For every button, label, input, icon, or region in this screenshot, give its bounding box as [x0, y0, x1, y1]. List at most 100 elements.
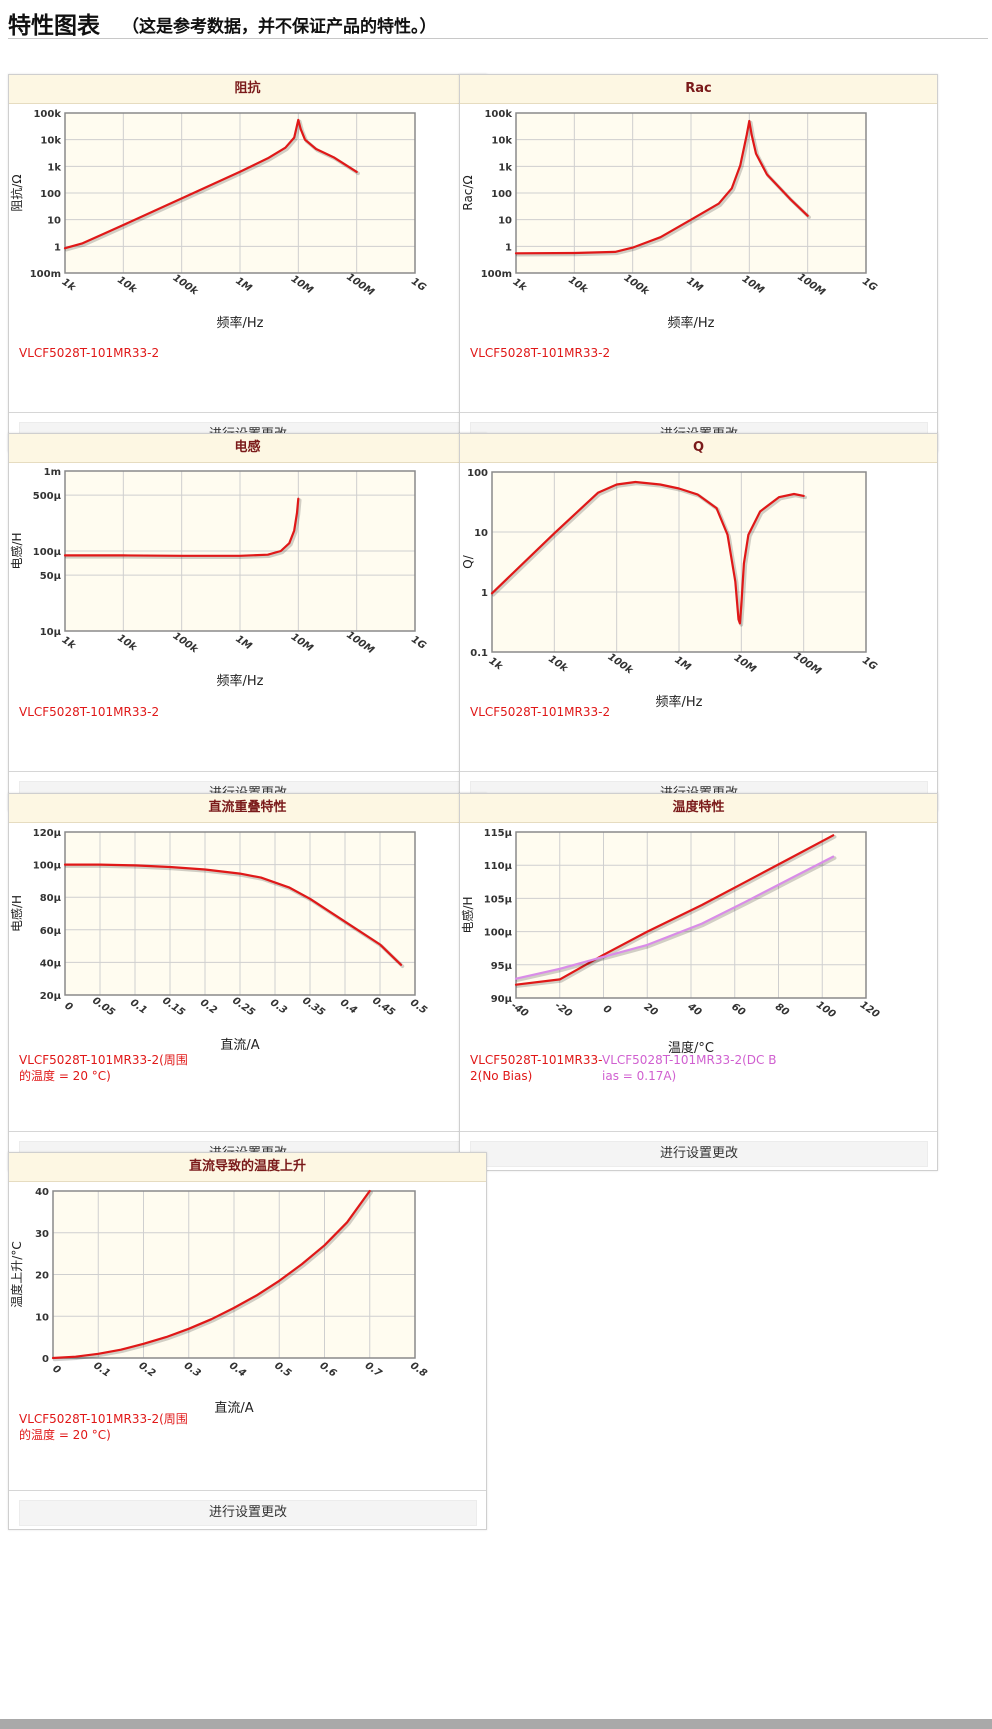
y-tick-label: 100 — [491, 189, 512, 200]
x-tick-label: 1M — [684, 276, 704, 295]
y-tick-label: 10k — [491, 136, 512, 147]
chart-title: 阻抗 — [9, 75, 486, 104]
y-axis-label: Q/ — [461, 554, 475, 568]
chart-svg-temp_rise: 0 0.1 0.2 0.3 0.4 0.5 0.6 0.7 0.8 0 10 20 30 40 直流/A 温度… — [9, 1187, 429, 1416]
x-tick-label: 1G — [860, 655, 879, 673]
chart-panel-inductance: 电感 1k 10k 100k 1M 10M 100M 1G 10µ 50µ 100µ 500µ 1m 频率… — [8, 433, 487, 811]
x-tick-label: 1M — [672, 655, 692, 674]
plot-frame — [64, 831, 416, 996]
y-axis-label: 电感/H — [9, 895, 24, 932]
x-tick-label: 0.3 — [268, 997, 289, 1016]
x-tick-label: 0.1 — [91, 1360, 112, 1379]
y-tick-label: 100k — [484, 109, 512, 120]
plot-frame — [515, 112, 867, 274]
chart-svg-rac: 1k 10k 100k 1M 10M 100M 1G 100m 1 10 100 1k 10k 100k 频… — [461, 109, 879, 331]
x-tick-label: 1M — [233, 634, 253, 653]
y-tick-label: 10 — [498, 216, 512, 227]
panel-separator — [460, 1131, 937, 1132]
x-tick-label: 100k — [606, 652, 636, 678]
y-tick-label: 1k — [498, 162, 512, 173]
x-tick-label: 100M — [344, 630, 376, 657]
y-tick-label: 20 — [35, 1271, 49, 1282]
x-tick-label: 10M — [289, 632, 315, 655]
series-line-0 — [490, 480, 805, 625]
x-tick-label: 100 — [814, 999, 837, 1020]
series-line-0 — [63, 118, 358, 250]
legend-entry: VLCF5028T-101MR33- 2(No Bias) — [470, 1053, 603, 1083]
x-tick-label: -40 — [509, 1000, 530, 1019]
y-tick-label: 40 — [35, 1187, 49, 1198]
y-tick-label: 40µ — [40, 958, 62, 969]
plot-frame — [491, 471, 867, 653]
y-tick-label: 100µ — [33, 547, 62, 558]
x-tick-label: 120 — [858, 999, 881, 1020]
y-tick-label: 1m — [44, 467, 61, 478]
page-subtitle: （这是参考数据，并不保证产品的特性。） — [122, 17, 437, 37]
y-tick-label: 1 — [481, 588, 488, 599]
plot-frame — [64, 112, 416, 274]
x-tick-label: 0.1 — [128, 997, 149, 1016]
chart-svg-dc_bias: 0 0.05 0.1 0.15 0.2 0.25 0.3 0.35 0.4 0.45 0.5 20µ 4… — [9, 828, 429, 1053]
x-tick-label: 40 — [685, 1001, 704, 1019]
y-axis-label: 阻抗/Ω — [9, 174, 24, 211]
x-tick-label: 10M — [732, 653, 758, 676]
x-axis-label: 频率/Hz — [656, 694, 703, 710]
x-tick-label: 0.5 — [408, 997, 429, 1016]
y-tick-label: 110µ — [484, 861, 513, 872]
x-tick-label: 0 — [50, 1363, 62, 1376]
x-axis-label: 直流/A — [214, 1401, 253, 1416]
series-line-0 — [514, 119, 809, 255]
y-tick-label: 10µ — [40, 627, 62, 638]
x-tick-label: 0.4 — [227, 1360, 248, 1379]
x-tick-label: 1k — [60, 277, 79, 295]
x-tick-label: 0 — [62, 1000, 74, 1013]
series-shadow — [52, 1190, 373, 1362]
legend-entry: VLCF5028T-101MR33-2 — [470, 705, 611, 719]
series-line-0 — [51, 1189, 371, 1360]
y-tick-label: 100m — [30, 269, 61, 280]
page-header: 特性图表 （这是参考数据，并不保证产品的特性。） — [8, 6, 988, 39]
x-tick-label: 0.25 — [230, 995, 257, 1018]
x-tick-label: 1k — [487, 656, 506, 674]
y-tick-label: 1 — [54, 242, 61, 253]
change-settings-button[interactable]: 进行设置更改 — [19, 1500, 477, 1526]
y-tick-label: 10k — [40, 136, 61, 147]
x-tick-label: 100M — [791, 651, 823, 678]
y-tick-label: 100µ — [33, 861, 62, 872]
x-tick-label: 1k — [60, 635, 79, 653]
x-tick-label: 1M — [233, 276, 253, 295]
legend-entry: VLCF5028T-101MR33-2 — [19, 705, 160, 719]
y-tick-label: 500µ — [33, 491, 62, 502]
x-axis-label: 频率/Hz — [217, 673, 264, 689]
x-tick-label: 20 — [642, 1001, 660, 1018]
chart-panel-q: Q 1k 10k 100k 1M 10M 100M 1G 0.1 1 10 100 频率/Hz Q/VLC… — [459, 433, 938, 811]
x-tick-label: 0.3 — [182, 1360, 203, 1379]
x-tick-label: 10k — [115, 275, 139, 297]
chart-svg-inductance: 1k 10k 100k 1M 10M 100M 1G 10µ 50µ 100µ 500µ 1m 频率/H… — [9, 467, 428, 689]
y-tick-label: 30 — [35, 1229, 49, 1240]
y-tick-label: 90µ — [491, 994, 513, 1005]
y-tick-label: 100µ — [484, 928, 513, 939]
series-shadow — [491, 481, 807, 627]
x-axis-label: 频率/Hz — [217, 315, 264, 331]
legend-entry: VLCF5028T-101MR33-2(周围 的温度 = 20 °C) — [19, 1412, 188, 1442]
x-tick-label: 0.45 — [370, 995, 397, 1018]
chart-title: 直流重叠特性 — [9, 794, 486, 823]
series-line-0 — [514, 834, 835, 986]
legend-entry: VLCF5028T-101MR33-2(周围 的温度 = 20 °C) — [19, 1053, 188, 1083]
panel-separator — [9, 771, 486, 772]
x-tick-label: 1k — [511, 277, 530, 295]
y-tick-label: 50µ — [40, 571, 62, 582]
panel-separator — [9, 1490, 486, 1491]
x-tick-label: 100k — [171, 631, 201, 657]
panel-separator — [9, 1131, 486, 1132]
y-tick-label: 100k — [33, 109, 61, 120]
x-tick-label: 1G — [409, 276, 428, 294]
x-axis-label: 直流/A — [220, 1038, 259, 1053]
x-tick-label: 0.8 — [408, 1360, 429, 1379]
series-shadow — [515, 835, 837, 988]
change-settings-button[interactable]: 进行设置更改 — [470, 1141, 928, 1167]
page-title: 特性图表 — [8, 13, 100, 39]
x-tick-label: 80 — [773, 1001, 791, 1018]
y-tick-label: 0.1 — [470, 648, 488, 659]
